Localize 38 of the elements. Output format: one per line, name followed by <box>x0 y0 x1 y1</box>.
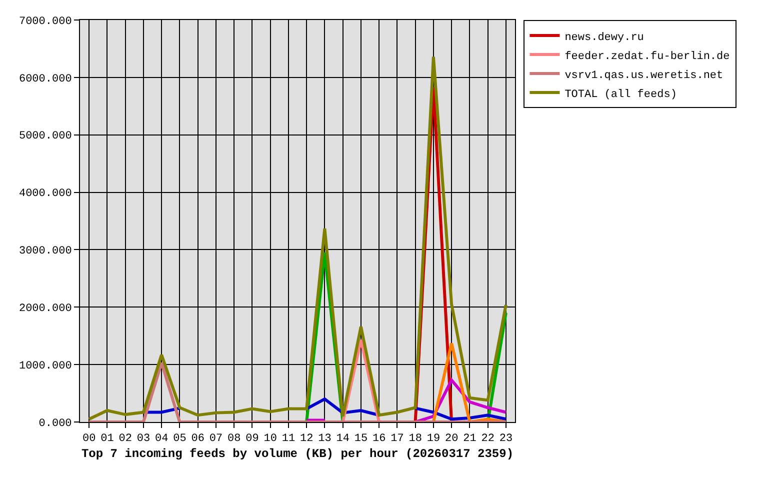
x-tick-label: 22 <box>481 433 494 446</box>
legend-label: feeder.zedat.fu-berlin.de <box>564 50 730 63</box>
y-tick-label: 7000.000 <box>18 16 72 28</box>
x-tick-label: 05 <box>173 433 186 446</box>
legend-label: news.dewy.ru <box>564 32 644 44</box>
x-tick-label: 15 <box>354 433 368 446</box>
x-tick-label: 03 <box>136 433 150 446</box>
y-tick-label: 5000.000 <box>18 130 72 143</box>
y-tick-label: 6000.000 <box>18 73 72 86</box>
x-tick-label: 02 <box>118 433 132 446</box>
x-tick-label: 11 <box>282 433 296 446</box>
x-tick-label: 17 <box>390 433 404 446</box>
legend-label: vsrv1.qas.us.weretis.net <box>564 70 724 82</box>
x-tick-label: 19 <box>426 433 440 446</box>
x-tick-label: 00 <box>82 433 96 446</box>
x-axis-title: Top 7 incoming feeds by volume (KB) per hour (20260317 2359) <box>81 447 514 462</box>
y-tick-label: 0.000 <box>38 418 72 430</box>
x-tick-label: 06 <box>191 433 204 446</box>
x-tick-label: 16 <box>372 433 386 446</box>
x-tick-label: 18 <box>408 433 422 446</box>
x-tick-label: 14 <box>336 433 350 446</box>
x-tick-label: 08 <box>227 433 241 446</box>
line-series <box>88 55 508 421</box>
x-tick-label: 10 <box>264 433 277 446</box>
y-tick-label: 3000.000 <box>18 246 72 258</box>
x-tick-label: 04 <box>154 433 169 446</box>
y-tick-label: 2000.000 <box>18 302 72 315</box>
y-tick-label: 4000.000 <box>18 188 72 200</box>
x-tick-label: 21 <box>463 433 477 446</box>
x-tick-label: 12 <box>300 433 314 446</box>
legend-label: TOTAL (all feeds) <box>564 88 677 101</box>
x-tick-label: 01 <box>100 433 114 446</box>
x-tick-label: 13 <box>318 433 332 446</box>
y-tick-label: 1000.000 <box>18 360 72 372</box>
x-tick-label: 20 <box>444 433 458 446</box>
x-tick-label: 07 <box>209 433 223 446</box>
x-tick-label: 23 <box>499 433 513 446</box>
x-tick-label: 09 <box>246 433 259 446</box>
